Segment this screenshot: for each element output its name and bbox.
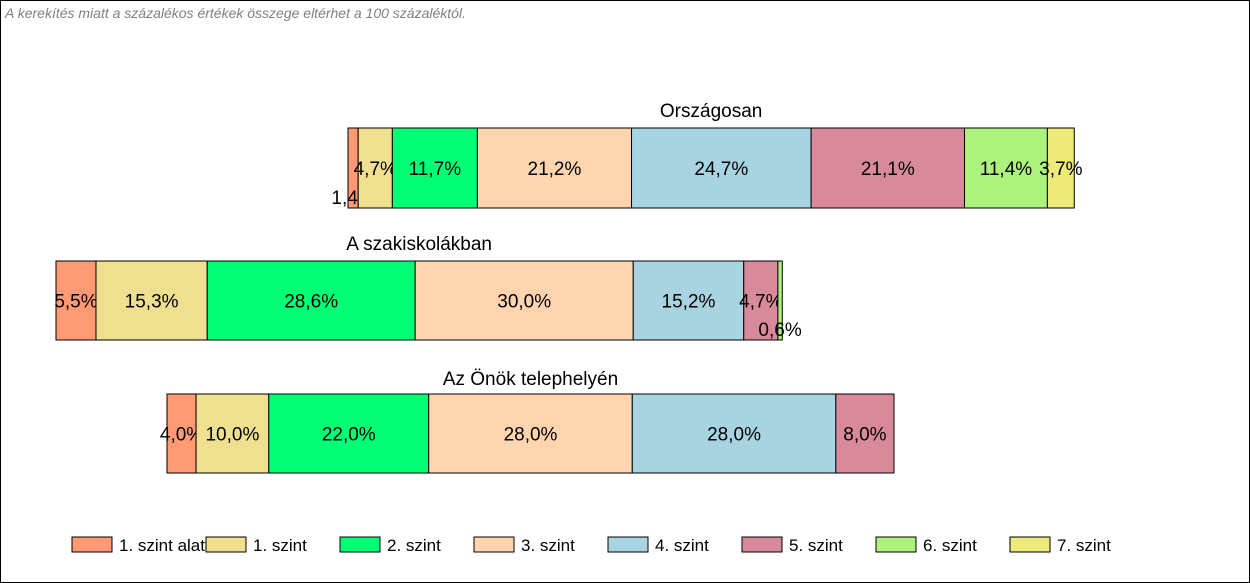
legend-label: 6. szint [923,536,977,555]
bar-group-3: Az Önök telephelyén 4,0% 10,0% 22,0% 28,0% 28… [160,369,895,474]
data-label: 5,5% [54,292,97,313]
data-label: 3,7% [1039,159,1082,180]
data-label: 24,7% [694,159,748,180]
legend-swatch [473,536,515,553]
legend-label: 2. szint [387,536,441,555]
data-label: 15,2% [662,292,716,313]
legend-swatch [71,536,113,553]
bar-segment [428,393,633,474]
data-label: 4,7% [354,159,397,180]
legend-label: 3. szint [521,536,575,555]
data-label: 11,4% [980,159,1033,180]
bar-segment [268,393,430,474]
bar-segment [810,127,965,209]
legend-label: 1. szint [253,536,307,555]
bar-segment [1046,127,1075,209]
bar-segment [55,260,97,341]
bar-segment [206,260,416,341]
data-label: 28,0% [707,425,761,446]
legend-label: 5. szint [789,536,843,555]
legend-swatch [875,536,917,553]
bar-segment [631,393,837,474]
data-label: 11,7% [409,159,462,180]
bar-segment [963,127,1048,209]
data-label: 21,2% [528,159,582,180]
bar-segment [166,393,197,474]
legend-label: 1. szint alatti [119,536,214,555]
bar-segment [631,127,812,209]
data-label: 28,6% [284,292,338,313]
data-label: 30,0% [497,292,551,313]
bar-segment [835,393,895,474]
legend-swatch [205,536,247,553]
legend-swatch [607,536,649,553]
bar-title: A szakiskolákban [346,234,492,255]
data-label: 28,0% [504,425,558,446]
legend-swatch [339,536,381,553]
data-label: 15,3% [125,292,179,313]
legend-label: 7. szint [1057,536,1111,555]
data-label: 21,1% [861,159,915,180]
bar-segment [95,260,208,341]
bar-title: Az Önök telephelyén [443,369,618,390]
rounding-note: A kerekítés miatt a százalékos értékek ö… [5,5,466,21]
bar-segment [777,260,783,341]
data-label: 4,0% [160,425,203,446]
data-label: 8,0% [843,425,886,446]
legend-label: 4. szint [655,536,709,555]
data-label: 4,7% [739,292,782,313]
data-label: 10,0% [205,425,259,446]
data-label: 0,6% [758,320,801,341]
bar-group-2: A szakiskolákban 5,5% 15,3% 28,6% 30,0% 15,2%… [54,234,802,341]
bar-segment [476,127,633,209]
legend-swatch [1009,536,1051,553]
bar-segment [391,127,478,209]
bar-segment [357,127,393,209]
legend-swatch [741,536,783,553]
bar-title: Országosan [660,101,762,122]
legend: 1. szint alatti 1. szint 2. szint 3. szint 4… [71,536,1111,555]
bar-segment [632,260,745,341]
data-label: 22,0% [322,425,376,446]
